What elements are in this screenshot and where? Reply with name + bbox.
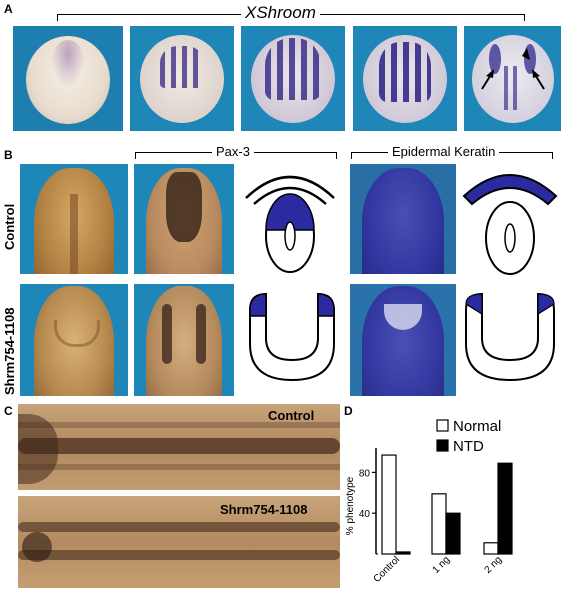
embryo-photo-a2 [130,26,234,131]
panel-a-letter: A [4,2,13,16]
bar-ntd-1 [395,551,411,555]
shrm-keratin-diagram [465,292,555,382]
bar-normal-1 [381,454,397,555]
x-tick-label: Control [372,554,403,585]
x-tick-label: 1 ng [431,554,453,576]
legend-label-ntd: NTD [453,438,484,455]
panel-c-letter: C [4,404,13,418]
embryo-photo-a3 [241,26,345,131]
y-tick-label: 80 [359,468,371,479]
bar-ntd-2 [445,512,461,555]
control-keratin-diagram [462,174,558,275]
shrm-strip-photo [18,496,340,588]
shrm-pax3-diagram [249,292,335,382]
shrm-strip-label-text: Shrm754-1108 [220,502,308,517]
panel-a-gene-label: XShroom [241,3,320,23]
legend-label-normal: Normal [453,418,501,435]
control-pax3-photo [134,164,234,274]
y-tick-label: 40 [359,509,371,520]
legend-swatch-ntd [436,439,449,452]
embryo-photo-a1 [13,26,123,131]
panel-d-letter: D [344,404,353,418]
pax3-label: Pax-3 [212,144,254,159]
control-strip-label: Control [268,408,315,423]
x-tick-label: 2 ng [483,554,505,576]
arrow-icons [481,48,545,90]
bar-normal-2 [431,493,447,555]
control-strip-photo [18,404,340,490]
phenotype-bar-chart: 40 80% phenotype Control 1 ng 2 ng Normal NTD [345,418,513,585]
shrm-keratin-photo [350,284,456,396]
y-axis-label: % phenotype [345,476,356,535]
embryo-photo-a4 [353,26,457,131]
panel-b-letter: B [4,148,13,162]
keratin-label: Epidermal Keratin [388,144,500,159]
control-pax3-diagram [245,175,335,273]
shrm-embryo-photo [20,284,128,396]
row-label-shrm: Shrm754-1108 [2,307,17,395]
bar-ntd-3 [497,462,513,555]
control-embryo-photo [20,164,128,274]
embryo-photo-a5 [464,26,561,131]
bar-normal-3 [483,542,499,555]
legend-swatch-normal [436,419,449,432]
shrm-pax3-photo [134,284,234,396]
row-label-control: Control [2,203,17,250]
control-keratin-photo [350,164,456,274]
